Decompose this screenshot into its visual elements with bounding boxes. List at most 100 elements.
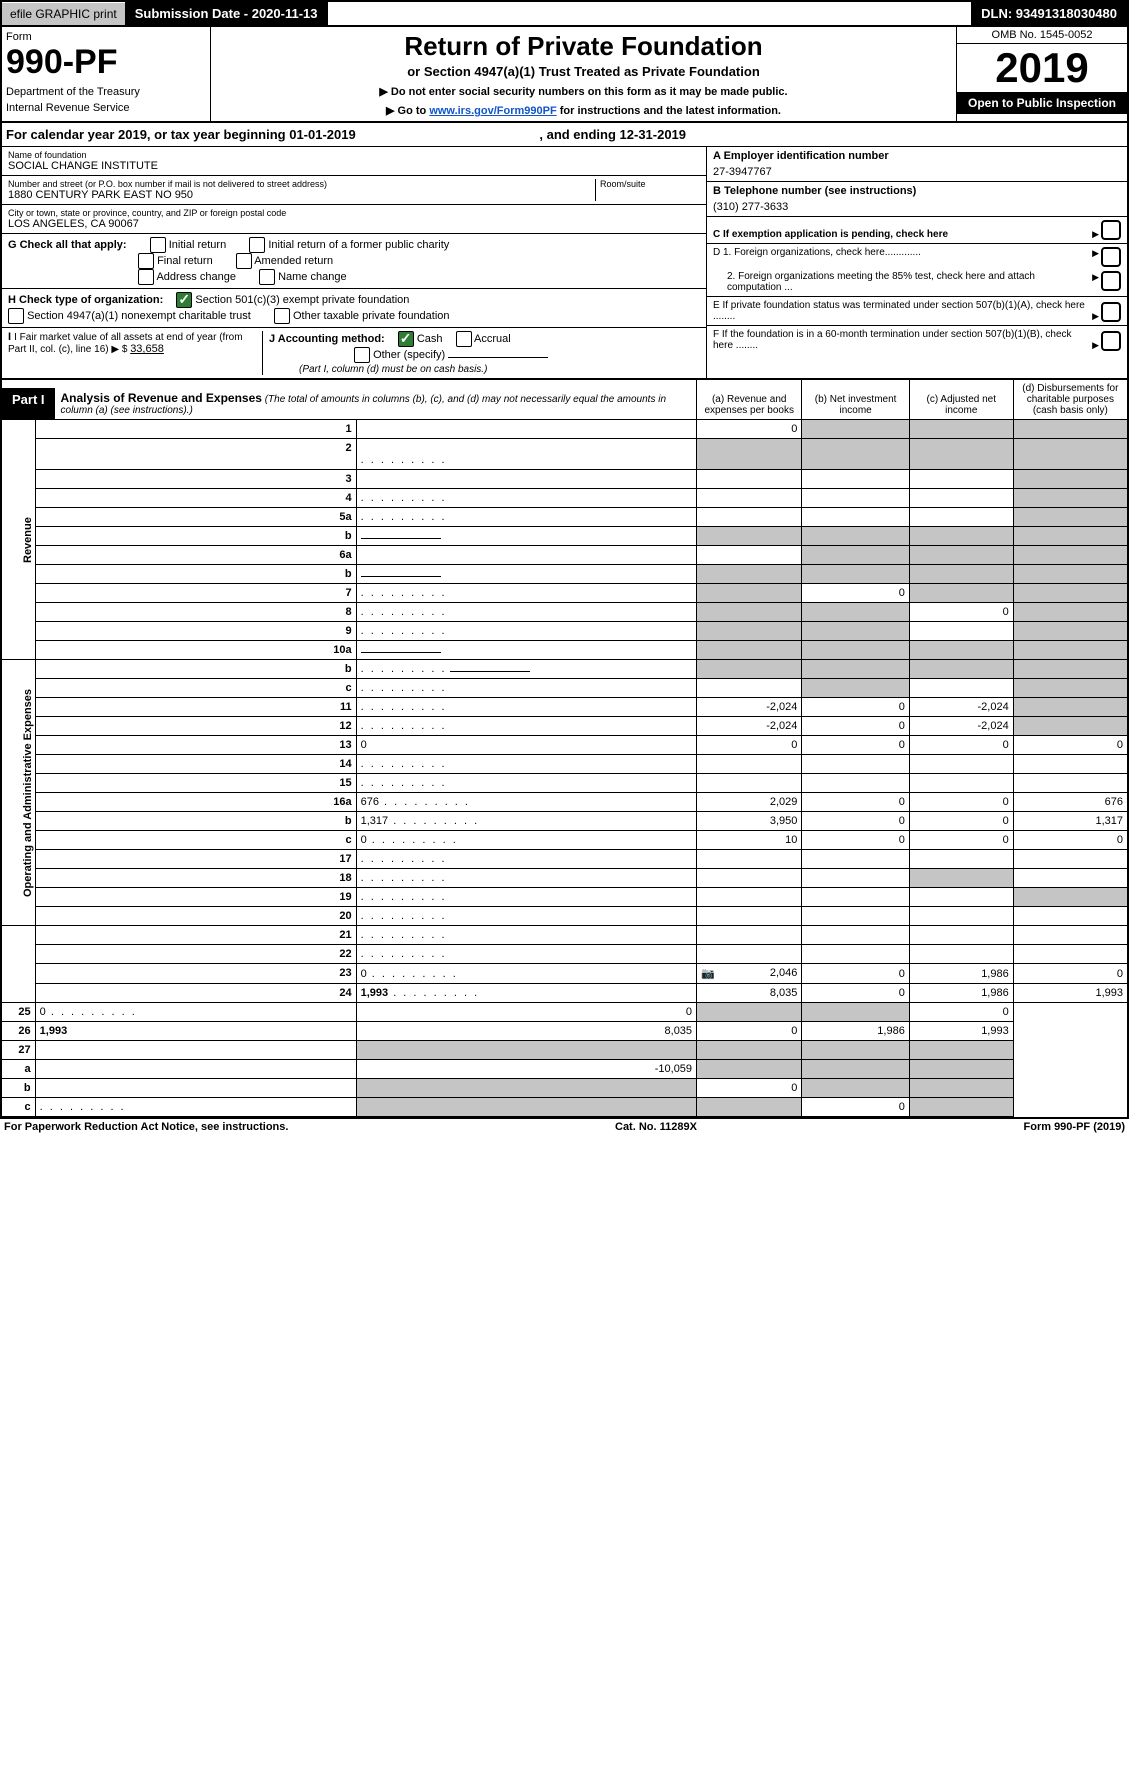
cell-d bbox=[1013, 945, 1128, 964]
line-number: c bbox=[1, 1098, 35, 1117]
cell-a bbox=[697, 755, 802, 774]
cell-b: 0 bbox=[802, 698, 909, 717]
line-number: b bbox=[35, 812, 356, 831]
section-e: E If private foundation status was termi… bbox=[713, 300, 1092, 322]
cell-c bbox=[909, 679, 1013, 698]
row-4: 4 bbox=[1, 489, 1128, 508]
cell-a bbox=[697, 926, 802, 945]
cell-a bbox=[697, 527, 802, 546]
check-cash[interactable] bbox=[398, 331, 414, 347]
cell-d: 0 bbox=[1013, 736, 1128, 755]
line-description bbox=[35, 1079, 356, 1098]
check-other-taxable[interactable] bbox=[274, 308, 290, 324]
cell-b bbox=[802, 850, 909, 869]
check-final-return[interactable] bbox=[138, 253, 154, 269]
cell-b: 0 bbox=[802, 812, 909, 831]
section-d1: D 1. Foreign organizations, check here..… bbox=[713, 247, 1092, 267]
section-f: F If the foundation is in a 60-month ter… bbox=[713, 329, 1092, 351]
cell-d bbox=[1013, 869, 1128, 888]
row-c: c0 bbox=[1, 1098, 1128, 1117]
check-accrual[interactable] bbox=[456, 331, 472, 347]
check-507b1b[interactable] bbox=[1101, 331, 1121, 351]
cell-c bbox=[802, 1041, 909, 1060]
line-number: b bbox=[1, 1079, 35, 1098]
check-foreign-org[interactable] bbox=[1101, 247, 1121, 267]
line-description: 0 bbox=[356, 964, 696, 984]
address: 1880 CENTURY PARK EAST NO 950 bbox=[8, 189, 595, 201]
cell-b bbox=[802, 527, 909, 546]
check-other-method[interactable] bbox=[354, 347, 370, 363]
row-b: b bbox=[1, 527, 1128, 546]
cell-c: 0 bbox=[909, 831, 1013, 850]
dept-irs: Internal Revenue Service bbox=[6, 102, 206, 114]
row-b: b bbox=[1, 565, 1128, 584]
cell-c: 0 bbox=[909, 812, 1013, 831]
line-number: 18 bbox=[35, 869, 356, 888]
page-footer: For Paperwork Reduction Act Notice, see … bbox=[0, 1117, 1129, 1135]
col-d-header: (d) Disbursements for charitable purpose… bbox=[1013, 379, 1128, 420]
foundation-name: SOCIAL CHANGE INSTITUTE bbox=[8, 160, 700, 172]
line-description bbox=[356, 755, 696, 774]
check-initial-return[interactable] bbox=[150, 237, 166, 253]
section-ij: I I Fair market value of all assets at e… bbox=[2, 328, 706, 378]
cell-a bbox=[697, 508, 802, 527]
cell-d bbox=[1013, 603, 1128, 622]
cell-c bbox=[909, 489, 1013, 508]
line-number: 16a bbox=[35, 793, 356, 812]
cell-a bbox=[697, 660, 802, 679]
irs-link[interactable]: www.irs.gov/Form990PF bbox=[429, 105, 556, 117]
line-description bbox=[356, 439, 696, 470]
cell-d bbox=[1013, 926, 1128, 945]
check-85pct[interactable] bbox=[1101, 271, 1121, 291]
line-description bbox=[356, 869, 696, 888]
cell-a bbox=[697, 470, 802, 489]
check-name-change[interactable] bbox=[259, 269, 275, 285]
line-number: 20 bbox=[35, 907, 356, 926]
section-d2: 2. Foreign organizations meeting the 85%… bbox=[713, 271, 1092, 293]
cell-c bbox=[909, 755, 1013, 774]
footer-center: Cat. No. 11289X bbox=[615, 1121, 697, 1133]
row-16a: 16a6762,02900676 bbox=[1, 793, 1128, 812]
cell-c bbox=[909, 584, 1013, 603]
line-description: 0 bbox=[356, 736, 696, 755]
cell-a bbox=[697, 869, 802, 888]
line-description bbox=[356, 622, 696, 641]
form-title: Return of Private Foundation bbox=[215, 31, 952, 62]
cell-d bbox=[1013, 508, 1128, 527]
cell-c: 0 bbox=[909, 603, 1013, 622]
entity-info: Name of foundation SOCIAL CHANGE INSTITU… bbox=[0, 147, 1129, 378]
line-number: 6a bbox=[35, 546, 356, 565]
cell-c bbox=[909, 420, 1013, 439]
check-address-change[interactable] bbox=[138, 269, 154, 285]
row-6a: 6a bbox=[1, 546, 1128, 565]
cell-b bbox=[802, 774, 909, 793]
cell-a bbox=[697, 489, 802, 508]
form-label: Form bbox=[6, 31, 206, 43]
cell-d bbox=[1013, 850, 1128, 869]
row-c: c bbox=[1, 679, 1128, 698]
cell-d bbox=[1013, 755, 1128, 774]
row-11: 11-2,0240-2,024 bbox=[1, 698, 1128, 717]
check-501c3[interactable] bbox=[176, 292, 192, 308]
cell-d bbox=[1013, 774, 1128, 793]
row-14: 14 bbox=[1, 755, 1128, 774]
check-exemption-pending[interactable] bbox=[1101, 220, 1121, 240]
row-26: 261,9938,03501,9861,993 bbox=[1, 1022, 1128, 1041]
check-507b1a[interactable] bbox=[1101, 302, 1121, 322]
line-number: 12 bbox=[35, 717, 356, 736]
row-1: Revenue10 bbox=[1, 420, 1128, 439]
row-b: b0 bbox=[1, 1079, 1128, 1098]
cell-a: 10 bbox=[697, 831, 802, 850]
check-amended[interactable] bbox=[236, 253, 252, 269]
check-4947[interactable] bbox=[8, 308, 24, 324]
line-number: 2 bbox=[35, 439, 356, 470]
line-description: 0 bbox=[35, 1003, 356, 1022]
col-c-header: (c) Adjusted net income bbox=[909, 379, 1013, 420]
check-initial-former[interactable] bbox=[249, 237, 265, 253]
cell-c: -2,024 bbox=[909, 698, 1013, 717]
cell-b bbox=[697, 1003, 802, 1022]
efile-label: efile GRAPHIC print bbox=[2, 3, 125, 25]
row-c: c010000 bbox=[1, 831, 1128, 850]
cell-d bbox=[1013, 641, 1128, 660]
row-13: 1300000 bbox=[1, 736, 1128, 755]
